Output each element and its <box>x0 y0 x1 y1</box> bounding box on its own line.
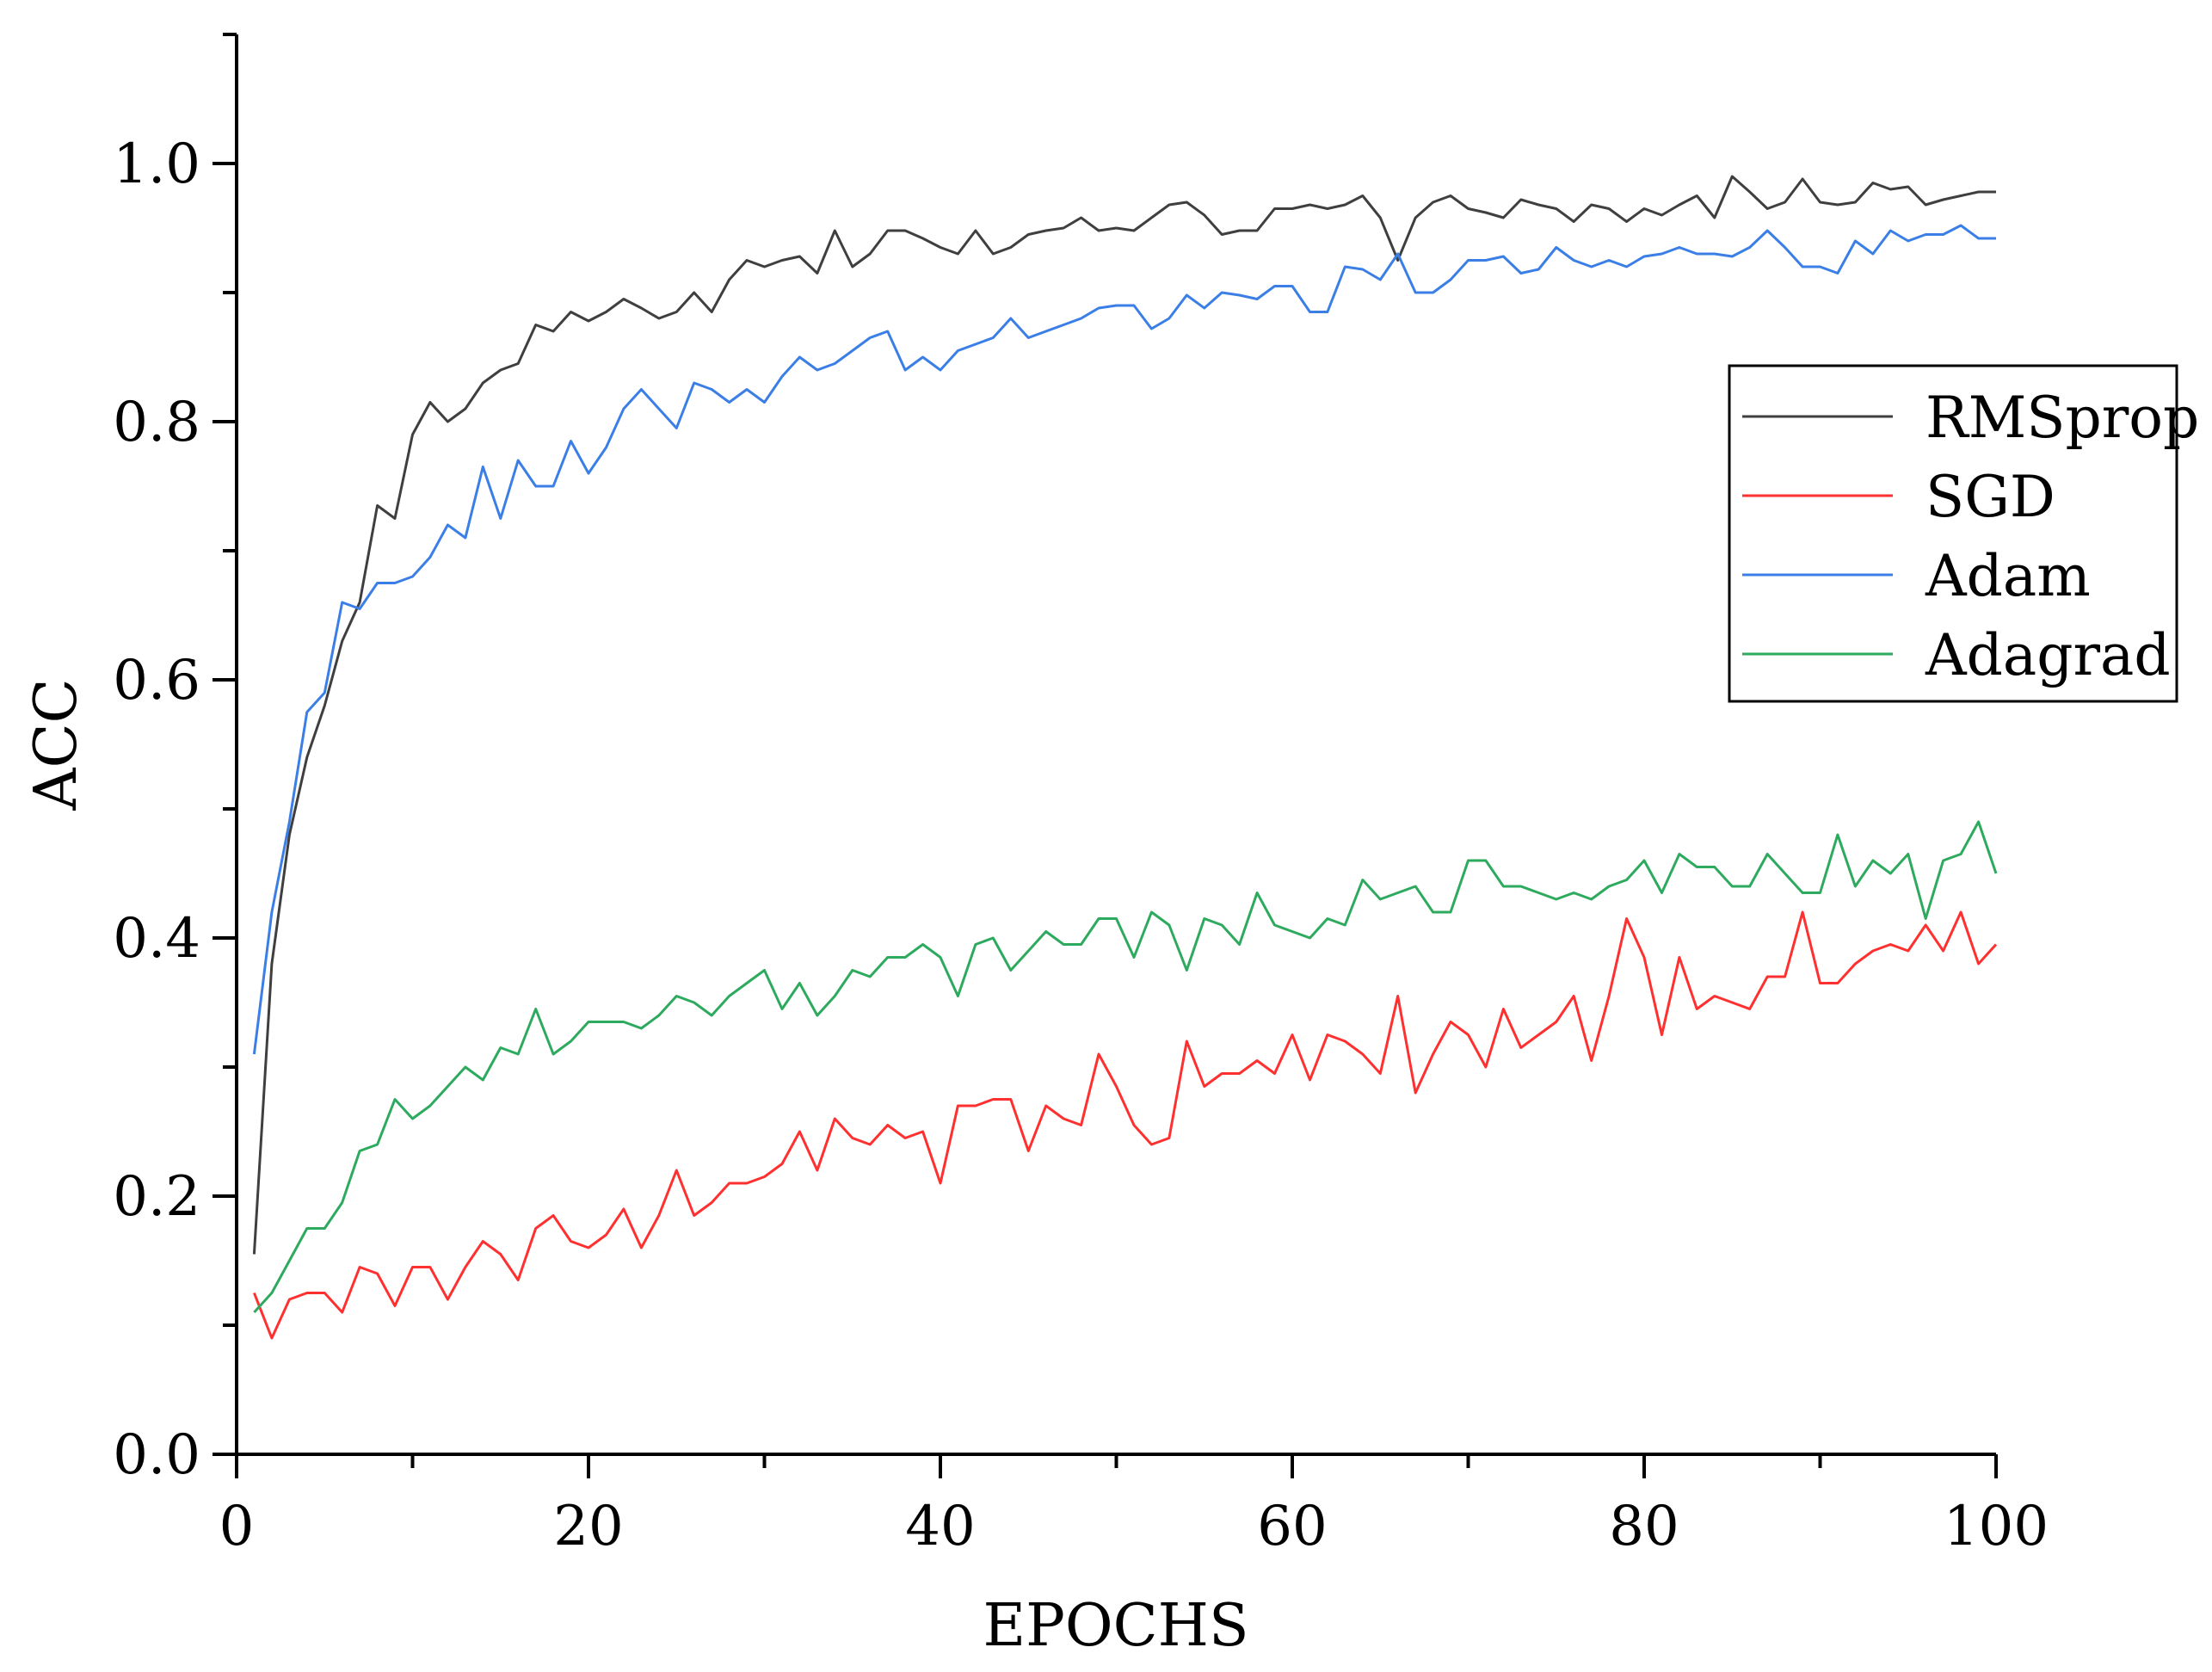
x-tick-label: 40 <box>905 1495 975 1558</box>
legend-label-adagrad: Adagrad <box>1925 622 2171 688</box>
legend-label-rmsprop: RMSprop <box>1925 385 2199 451</box>
legend: RMSprop SGD Adam Adagrad <box>1728 364 2199 703</box>
x-tick-label: 60 <box>1257 1495 1327 1558</box>
legend-box <box>1728 364 2178 703</box>
series-line-sgd <box>253 910 1998 1340</box>
tick-labels: 0 20 40 60 80 100 0.0 0.2 0.4 0.6 0.8 1.0 <box>113 133 2049 1558</box>
series-line-adagrad <box>253 820 1998 1314</box>
x-tick-label: 100 <box>1944 1495 2049 1558</box>
plot-lines <box>252 175 1998 1340</box>
x-tick-label: 20 <box>553 1495 623 1558</box>
legend-label-adam: Adam <box>1925 543 2091 609</box>
series-line-adam <box>252 224 1996 1055</box>
x-tick-label: 80 <box>1609 1495 1679 1558</box>
y-tick-label: 0.2 <box>113 1165 200 1229</box>
ticks <box>213 33 1998 1478</box>
y-tick-label: 0.4 <box>113 907 200 971</box>
y-tick-label: 0.8 <box>113 391 200 454</box>
x-axis-title: EPOCHS <box>983 1592 1248 1660</box>
series-line-rmsprop <box>252 175 1996 1255</box>
y-tick-label: 1.0 <box>113 133 200 196</box>
y-axis-title: ACC <box>22 678 90 811</box>
y-tick-label: 0.0 <box>113 1423 200 1487</box>
x-tick-label: 0 <box>219 1495 255 1558</box>
legend-label-sgd: SGD <box>1925 464 2055 530</box>
axes <box>235 34 1996 1456</box>
y-tick-label: 0.6 <box>113 649 200 713</box>
